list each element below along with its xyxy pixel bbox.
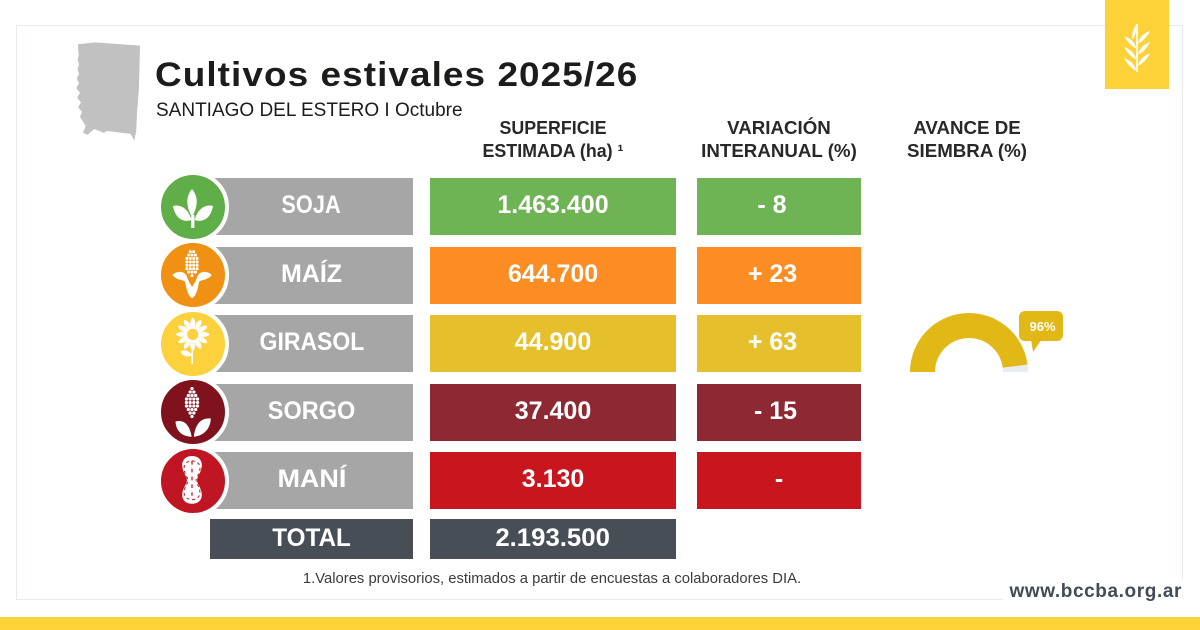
svg-text:96%: 96% [1029,319,1055,334]
